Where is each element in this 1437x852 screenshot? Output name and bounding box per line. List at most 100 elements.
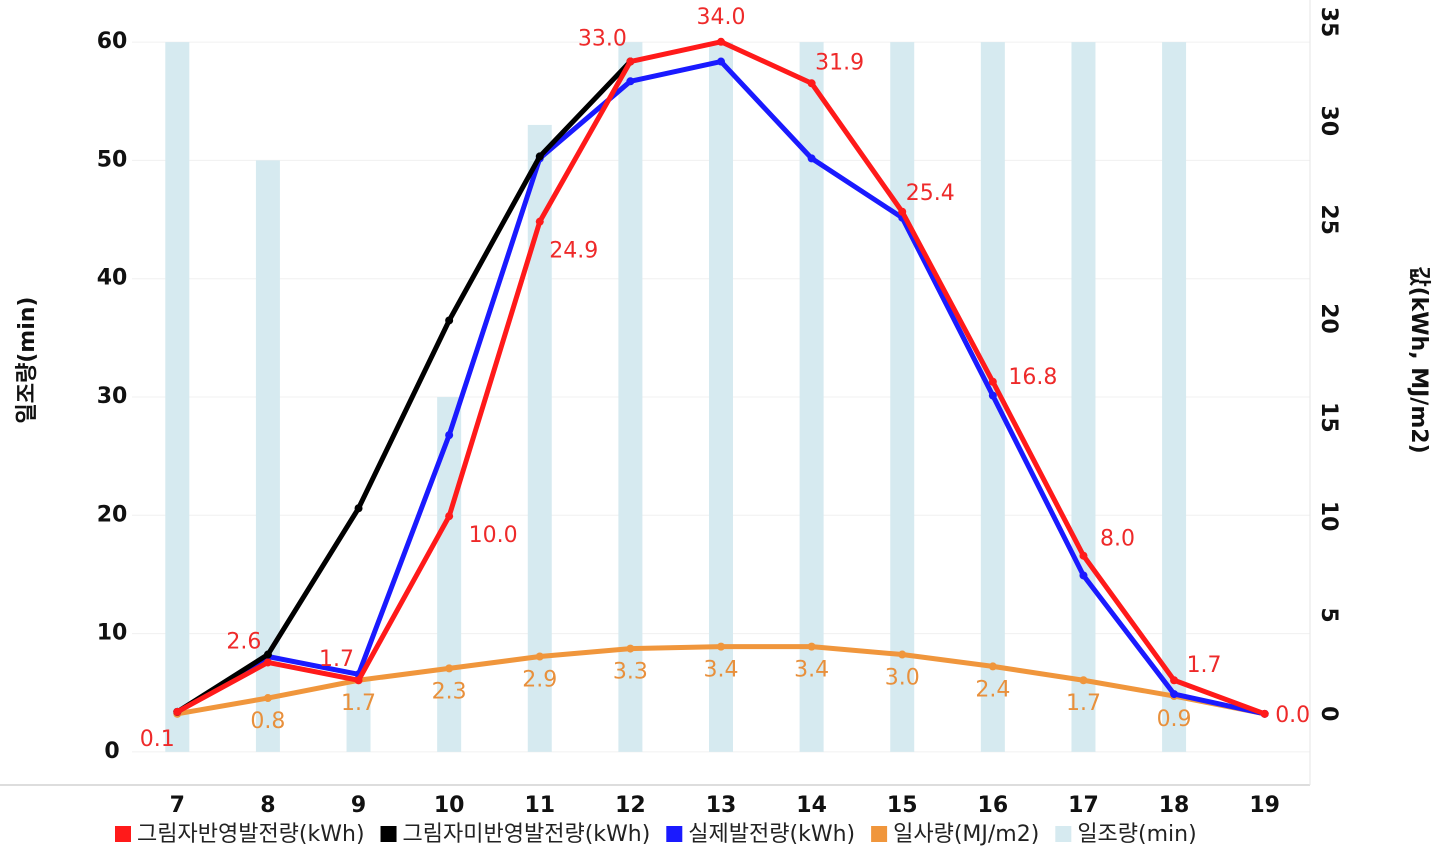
bar [346, 680, 371, 752]
y-tick-label: 50 [97, 147, 128, 172]
data-label: 2.9 [522, 668, 557, 693]
point [535, 152, 544, 161]
y2-tick-label: 20 [1316, 303, 1341, 334]
y2-axis-label: 값(kWh, MJ/m2) [1406, 266, 1431, 453]
bar [709, 42, 733, 752]
point [445, 664, 454, 673]
x-tick-label: 12 [615, 793, 646, 818]
x-tick-label: 19 [1249, 793, 1280, 818]
x-tick-label: 15 [887, 793, 918, 818]
data-label: 31.9 [815, 50, 864, 75]
data-label: 10.0 [469, 523, 518, 548]
legend-label: 그림자반영발전량(kWh) [137, 822, 365, 847]
y-tick-label: 10 [97, 621, 128, 646]
point [445, 316, 454, 325]
legend-swatch [871, 826, 888, 842]
point [807, 642, 816, 651]
x-tick-label: 10 [434, 793, 465, 818]
point [717, 37, 725, 46]
point [445, 431, 454, 440]
data-label: 24.9 [549, 239, 598, 264]
point [807, 154, 816, 163]
y2-tick-label: 10 [1316, 501, 1341, 532]
point [263, 650, 272, 659]
y-tick-label: 30 [97, 384, 128, 409]
point [1170, 690, 1179, 699]
y-tick-label: 60 [97, 29, 128, 54]
legend-swatch [1055, 826, 1072, 842]
point [898, 207, 907, 216]
point [535, 217, 544, 226]
data-label: 0.9 [1157, 707, 1192, 732]
data-label: 8.0 [1100, 527, 1135, 552]
x-tick-label: 9 [351, 793, 366, 818]
point [173, 707, 182, 716]
point [1079, 676, 1088, 685]
x-tick-label: 17 [1068, 793, 1099, 818]
legend-label: 실제발전량(kWh) [688, 822, 855, 847]
bar [1162, 42, 1187, 752]
point [263, 658, 272, 667]
legend-label: 일사량(MJ/m2) [893, 822, 1039, 847]
line [175, 59, 633, 714]
x-tick-label: 7 [170, 793, 185, 818]
data-label: 2.3 [432, 679, 467, 704]
x-tick-label: 18 [1159, 793, 1190, 818]
legend-swatch [115, 826, 131, 842]
data-label: 0.1 [140, 727, 175, 752]
point [1260, 709, 1269, 718]
legend-swatch [380, 826, 397, 842]
point [1079, 571, 1088, 580]
y2-tick-label: 15 [1316, 402, 1341, 433]
point [988, 662, 997, 671]
data-label: 1.7 [1187, 653, 1222, 678]
data-label: 16.8 [1008, 365, 1057, 390]
data-label: 25.4 [906, 181, 955, 206]
y-tick-label: 20 [97, 502, 128, 527]
x-tick-label: 13 [706, 793, 737, 818]
bar [165, 42, 190, 752]
point [535, 652, 544, 661]
point [626, 57, 635, 66]
point [626, 644, 635, 653]
bar [890, 42, 915, 752]
legend-label: 그림자미반영발전량(kWh) [403, 822, 651, 847]
legend-label: 일조량(min) [1077, 822, 1196, 847]
point [898, 650, 907, 659]
bar [618, 42, 643, 752]
y2-tick-label: 25 [1316, 204, 1341, 235]
point [626, 77, 635, 86]
data-label: 3.4 [704, 658, 739, 683]
data-label: 0.0 [1275, 703, 1310, 728]
data-label: 3.4 [794, 658, 829, 683]
data-label: 2.4 [975, 677, 1010, 702]
bar [1071, 42, 1096, 752]
y2-tick-label: 0 [1316, 706, 1341, 721]
y2-tick-label: 30 [1316, 106, 1341, 137]
data-label: 3.3 [613, 660, 648, 685]
point [445, 512, 454, 521]
data-label: 1.7 [1066, 691, 1101, 716]
x-tick-label: 11 [524, 793, 555, 818]
point [717, 57, 725, 66]
point [717, 642, 725, 651]
point [263, 694, 272, 703]
x-tick-label: 14 [796, 793, 827, 818]
data-label: 2.6 [226, 629, 261, 654]
data-label: 3.0 [885, 666, 920, 691]
point [988, 391, 997, 400]
y-axis-label: 일조량(min) [15, 297, 40, 424]
legend-swatch [666, 826, 683, 842]
y2-tick-label: 5 [1316, 607, 1341, 622]
point [1170, 676, 1179, 685]
point [354, 504, 363, 513]
data-label: 34.0 [697, 5, 746, 30]
y-tick-label: 40 [97, 266, 128, 291]
x-tick-label: 16 [978, 793, 1009, 818]
y2-tick-label: 35 [1316, 7, 1341, 38]
point [354, 676, 363, 685]
data-label: 33.0 [578, 27, 627, 52]
data-label: 1.7 [319, 647, 354, 672]
data-label: 0.8 [250, 709, 285, 734]
